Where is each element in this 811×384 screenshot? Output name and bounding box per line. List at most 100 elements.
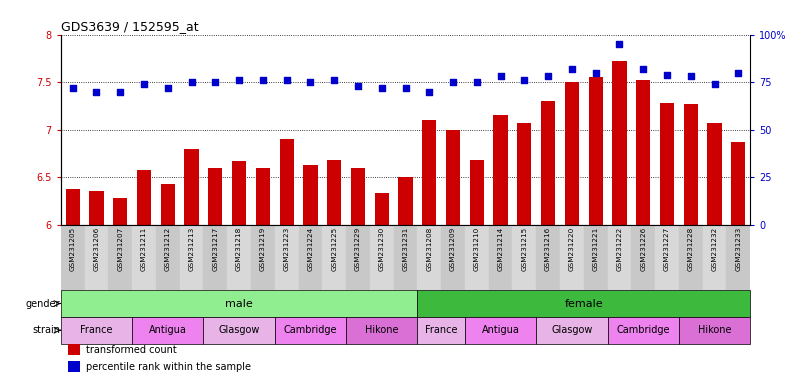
- Bar: [208, 168, 222, 225]
- Text: Glasgow: Glasgow: [218, 325, 260, 335]
- Bar: [732, 142, 745, 225]
- Bar: [161, 184, 175, 225]
- Bar: [204, 317, 275, 344]
- Bar: [612, 61, 627, 225]
- Text: Antigua: Antigua: [149, 325, 187, 335]
- Text: GSM231224: GSM231224: [307, 227, 313, 271]
- Point: [399, 85, 412, 91]
- Bar: [564, 82, 579, 225]
- Bar: [727, 225, 750, 290]
- Text: GSM231221: GSM231221: [593, 227, 599, 271]
- Bar: [61, 317, 132, 344]
- Bar: [275, 225, 298, 290]
- Bar: [232, 161, 247, 225]
- Bar: [513, 225, 536, 290]
- Bar: [631, 225, 655, 290]
- Bar: [180, 225, 204, 290]
- Point: [161, 85, 174, 91]
- Text: Hikone: Hikone: [365, 325, 398, 335]
- Bar: [489, 225, 513, 290]
- Bar: [446, 130, 460, 225]
- Point: [518, 77, 531, 83]
- Bar: [418, 225, 441, 290]
- Text: GSM231209: GSM231209: [450, 227, 456, 271]
- Bar: [346, 317, 418, 344]
- Text: Glasgow: Glasgow: [551, 325, 593, 335]
- Text: female: female: [564, 298, 603, 308]
- Point: [708, 81, 721, 87]
- Bar: [156, 225, 180, 290]
- Bar: [423, 120, 436, 225]
- Bar: [679, 225, 702, 290]
- Bar: [636, 80, 650, 225]
- Bar: [470, 160, 484, 225]
- Bar: [67, 344, 80, 356]
- Text: Cambridge: Cambridge: [284, 325, 337, 335]
- Bar: [493, 116, 508, 225]
- Text: GSM231207: GSM231207: [118, 227, 123, 271]
- Bar: [67, 361, 80, 372]
- Bar: [61, 225, 84, 290]
- Text: GSM231219: GSM231219: [260, 227, 266, 271]
- Text: GSM231206: GSM231206: [93, 227, 100, 271]
- Text: GSM231227: GSM231227: [664, 227, 670, 271]
- Bar: [66, 189, 79, 225]
- Bar: [89, 190, 104, 225]
- Text: GSM231214: GSM231214: [498, 227, 504, 271]
- Point: [494, 73, 507, 79]
- Text: GSM231223: GSM231223: [284, 227, 290, 271]
- Point: [233, 77, 246, 83]
- Bar: [536, 317, 607, 344]
- Text: Antigua: Antigua: [482, 325, 520, 335]
- Point: [90, 89, 103, 95]
- Bar: [707, 123, 722, 225]
- Point: [67, 85, 79, 91]
- Bar: [132, 225, 156, 290]
- Bar: [184, 149, 199, 225]
- Point: [114, 89, 127, 95]
- Point: [304, 79, 317, 85]
- Text: GSM231216: GSM231216: [545, 227, 551, 271]
- Text: GSM231217: GSM231217: [212, 227, 218, 271]
- Bar: [255, 168, 270, 225]
- Bar: [660, 103, 674, 225]
- Point: [732, 70, 744, 76]
- Point: [447, 79, 460, 85]
- Bar: [393, 225, 418, 290]
- Point: [684, 73, 697, 79]
- Point: [209, 79, 222, 85]
- Bar: [589, 77, 603, 225]
- Text: Cambridge: Cambridge: [616, 325, 670, 335]
- Point: [565, 66, 578, 72]
- Bar: [303, 165, 318, 225]
- Text: GSM231225: GSM231225: [331, 227, 337, 271]
- Text: transformed count: transformed count: [86, 345, 176, 355]
- Bar: [298, 225, 322, 290]
- Bar: [702, 225, 727, 290]
- Text: GSM231233: GSM231233: [736, 227, 741, 271]
- Point: [589, 70, 602, 76]
- Text: GSM231213: GSM231213: [189, 227, 195, 271]
- Bar: [441, 225, 465, 290]
- Text: France: France: [80, 325, 113, 335]
- Bar: [375, 194, 388, 225]
- Text: GSM231205: GSM231205: [70, 227, 75, 271]
- Bar: [322, 225, 346, 290]
- Text: GSM231226: GSM231226: [640, 227, 646, 271]
- Bar: [560, 225, 584, 290]
- Text: GSM231212: GSM231212: [165, 227, 171, 271]
- Bar: [132, 317, 204, 344]
- Bar: [370, 225, 393, 290]
- Text: GSM231218: GSM231218: [236, 227, 242, 271]
- Bar: [418, 317, 465, 344]
- Text: gender: gender: [26, 298, 60, 308]
- Bar: [541, 101, 556, 225]
- Bar: [584, 225, 607, 290]
- Point: [542, 73, 555, 79]
- Bar: [607, 225, 631, 290]
- Point: [637, 66, 650, 72]
- Point: [375, 85, 388, 91]
- Text: GSM231229: GSM231229: [355, 227, 361, 271]
- Point: [423, 89, 436, 95]
- Text: GSM231222: GSM231222: [616, 227, 622, 271]
